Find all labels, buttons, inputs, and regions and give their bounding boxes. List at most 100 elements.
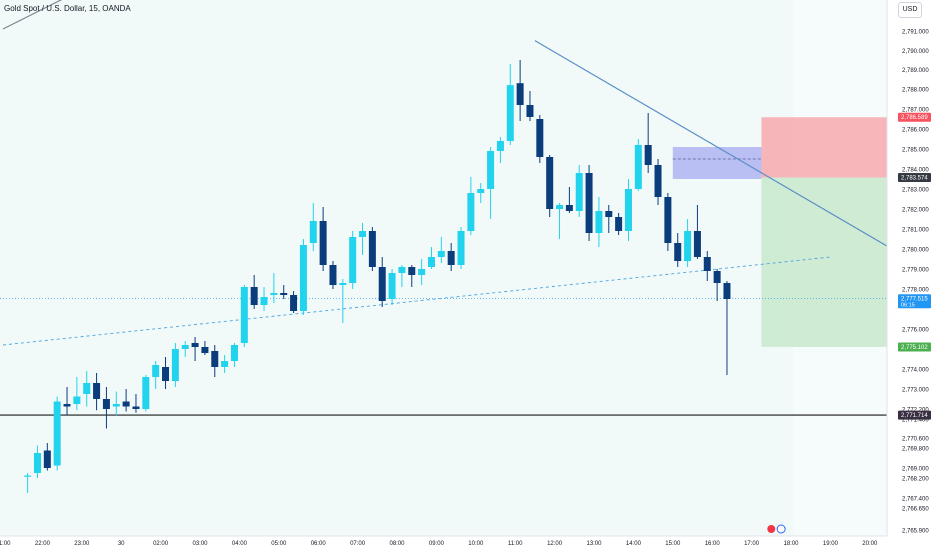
price-tick-label: 2,768.200 — [902, 477, 929, 483]
price-tick-label: 2,790.000 — [902, 49, 929, 55]
price-axis-panel — [887, 0, 932, 550]
time-axis-panel — [0, 536, 932, 550]
candle-body — [122, 401, 130, 407]
support-price-badge[interactable] — [898, 410, 931, 420]
time-tick-label: 02:00 — [153, 541, 169, 547]
price-tick-label: 2,781.000 — [902, 228, 929, 234]
candle-body — [467, 193, 475, 231]
time-tick-label: 10:00 — [468, 541, 484, 547]
candle-body — [644, 145, 652, 165]
candle-body — [624, 189, 632, 231]
time-tick-label: 15:00 — [665, 541, 681, 547]
candle-body — [43, 450, 51, 468]
candle-body — [162, 367, 170, 381]
candle-body — [575, 173, 583, 211]
candles-layer — [24, 60, 731, 493]
candle-body — [93, 383, 101, 399]
price-tick-label: 2,765.900 — [902, 529, 929, 535]
candle-body — [427, 257, 435, 267]
candle-body — [477, 189, 485, 193]
currency-button[interactable]: USD — [898, 2, 922, 18]
price-tick-label: 2,788.000 — [902, 88, 929, 94]
last-price-badge[interactable] — [898, 294, 931, 309]
time-tick-label: 13:00 — [586, 541, 602, 547]
time-tick-label: 04:00 — [232, 541, 248, 547]
candle-body — [349, 237, 357, 283]
trendline-2[interactable] — [534, 40, 910, 260]
price-tick-label: 2,783.000 — [902, 188, 929, 194]
stop-price-badge[interactable] — [898, 112, 931, 122]
time-tick-label: 14:00 — [626, 541, 642, 547]
time-tick-label: 22:00 — [35, 541, 51, 547]
time-tick-label: 20:00 — [862, 541, 878, 547]
candle-body — [457, 231, 465, 265]
price-tick-label: 2,773.000 — [902, 388, 929, 394]
time-tick-label: 19:00 — [823, 541, 839, 547]
candle-body — [230, 345, 238, 361]
candle-body — [595, 211, 603, 233]
candle-body — [368, 231, 376, 267]
price-tick-label: 2,780.000 — [902, 248, 929, 254]
target-price-badge[interactable] — [898, 342, 931, 352]
trendline-1[interactable] — [2, 0, 338, 30]
price-tick-label: 2,776.000 — [902, 328, 929, 334]
candle-body — [565, 205, 573, 211]
price-tick-label: 2,771.400 — [902, 418, 929, 424]
candle-body — [240, 287, 248, 343]
candle-body — [299, 245, 307, 311]
session-background — [0, 0, 793, 536]
price-tick-label: 2,772.200 — [902, 408, 929, 414]
candle-body — [33, 453, 41, 473]
price-tick-label: 2,785.000 — [902, 148, 929, 154]
candle-body — [211, 351, 219, 367]
candle-body — [388, 273, 396, 299]
last-price-badge-text: 2,777.515 — [901, 297, 928, 303]
candle-body — [329, 265, 337, 285]
candle-body — [152, 365, 160, 377]
candle-body — [526, 105, 534, 117]
time-tick-label: 03:00 — [192, 541, 208, 547]
time-axis[interactable]: 21:00 22:00 23:00 30 02:00 03:00 04:00 05:00 06:… — [0, 524, 932, 550]
last-price-badge-countdown: 06:15 — [901, 303, 915, 309]
price-tick-label: 2,787.000 — [902, 108, 929, 114]
candle-body — [398, 267, 406, 273]
price-tick-label: 2,769.800 — [902, 447, 929, 453]
price-tick-label: 2,789.000 — [902, 68, 929, 74]
candle-body — [24, 475, 32, 477]
candle-body — [221, 361, 229, 367]
price-tick-label: 2,769.000 — [902, 467, 929, 473]
candle-body — [83, 383, 91, 394]
event-marker-icon[interactable] — [767, 525, 776, 533]
candle-body — [684, 231, 692, 261]
supply-zone-box[interactable] — [672, 147, 762, 179]
time-tick-label: 07:00 — [350, 541, 366, 547]
candle-body — [556, 205, 564, 209]
candle-body — [270, 293, 278, 295]
candle-body — [615, 217, 623, 231]
price-tick-label: 2,791.000 — [902, 30, 929, 36]
candle-body — [290, 295, 298, 311]
candle-body — [496, 141, 504, 151]
time-tick-label: 11:00 — [508, 541, 523, 547]
flag-event-icon[interactable] — [776, 524, 786, 534]
price-tick-label: 2,766.650 — [902, 507, 929, 513]
time-tick-label: 23:00 — [74, 541, 90, 547]
candle-body — [132, 406, 140, 409]
trendline-3[interactable] — [2, 256, 831, 346]
candle-body — [516, 83, 524, 105]
candle-body — [654, 165, 662, 197]
entry-price-badge[interactable] — [898, 173, 931, 183]
price-axis[interactable]: 2,791.000 2,790.000 2,789.000 2,788.000 2,78… — [886, 0, 932, 550]
candle-body — [201, 347, 209, 353]
candle-body — [674, 243, 682, 261]
candle-body — [693, 231, 701, 257]
candle-body — [112, 404, 120, 407]
candle-body — [359, 231, 367, 237]
candle-body — [506, 85, 514, 141]
candle-body — [309, 221, 317, 243]
candle-body — [102, 399, 110, 409]
stop-price-badge-text: 2,786.589 — [901, 115, 928, 121]
time-tick-label: 16:00 — [705, 541, 721, 547]
